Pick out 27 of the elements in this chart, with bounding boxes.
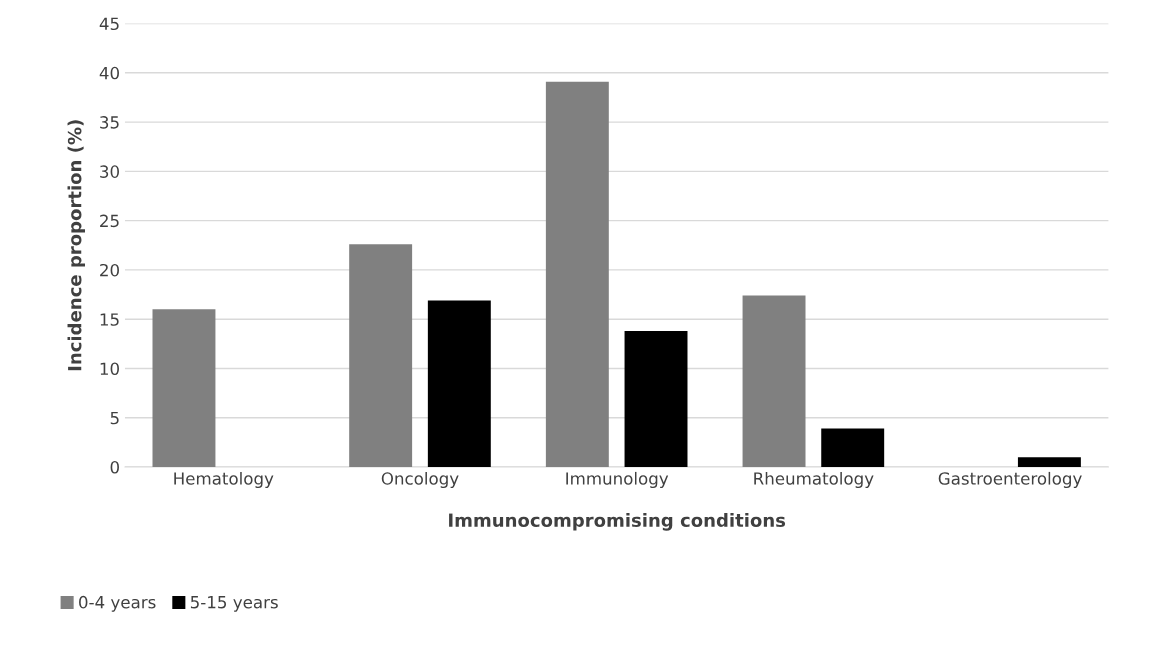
y-tick-label: 25 — [100, 214, 119, 228]
y-tick-label: 45 — [99, 17, 119, 31]
y-tick-label: 35 — [100, 116, 119, 129]
y-tick-label: 20 — [100, 263, 119, 277]
x-tick-label: Immunology — [566, 471, 669, 489]
legend-label: 5-15 years — [190, 596, 278, 612]
legend-label: 0-4 years — [79, 595, 156, 612]
y-tick-label: 40 — [99, 66, 119, 80]
x-tick-label: Hematology — [174, 471, 274, 489]
x-tick-label: Gastroenterology — [938, 471, 1082, 489]
bar — [624, 331, 688, 468]
y-tick-label: 30 — [100, 165, 119, 178]
y-tick-label: 10 — [100, 362, 119, 376]
bar — [742, 295, 806, 468]
bar — [821, 428, 885, 468]
y-tick-label: 5 — [110, 411, 119, 425]
y-axis-title: Incidence proportion (%) — [67, 120, 85, 371]
y-tick-label: 0 — [110, 461, 119, 474]
bar — [152, 309, 216, 468]
y-tick-label: 15 — [100, 313, 119, 326]
bar — [349, 244, 413, 468]
x-tick-label: Rheumatology — [754, 471, 874, 489]
bar — [1017, 457, 1081, 468]
bar — [545, 81, 609, 468]
bar — [427, 300, 491, 468]
x-axis-title: Immunocompromising conditions — [449, 513, 786, 531]
x-tick-label: Oncology — [381, 471, 459, 489]
